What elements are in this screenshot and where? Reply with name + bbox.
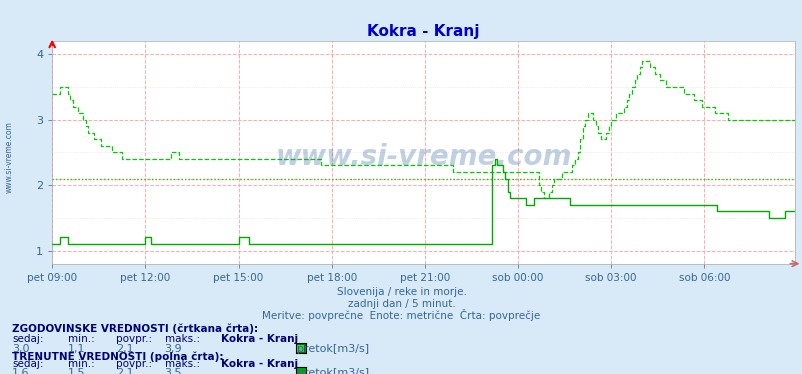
Text: povpr.:: povpr.: [116, 359, 152, 369]
Text: www.si-vreme.com: www.si-vreme.com [275, 143, 571, 171]
Text: sedaj:: sedaj: [12, 359, 43, 369]
Text: Meritve: povprečne  Enote: metrične  Črta: povprečje: Meritve: povprečne Enote: metrične Črta:… [262, 309, 540, 321]
Text: 3,0: 3,0 [12, 344, 30, 353]
Text: 1,1: 1,1 [68, 344, 86, 353]
Text: Slovenija / reke in morje.: Slovenija / reke in morje. [336, 288, 466, 297]
Text: povpr.:: povpr.: [116, 334, 152, 344]
Title: Kokra - Kranj: Kokra - Kranj [367, 24, 480, 39]
Text: Kokra - Kranj: Kokra - Kranj [221, 334, 298, 344]
Text: 1,5: 1,5 [68, 368, 86, 374]
Text: ZGODOVINSKE VREDNOSTI (črtkana črta):: ZGODOVINSKE VREDNOSTI (črtkana črta): [12, 324, 258, 334]
Text: pretok[m3/s]: pretok[m3/s] [297, 368, 369, 374]
Text: min.:: min.: [68, 359, 95, 369]
Text: zadnji dan / 5 minut.: zadnji dan / 5 minut. [347, 300, 455, 309]
Text: TRENUTNE VREDNOSTI (polna črta):: TRENUTNE VREDNOSTI (polna črta): [12, 351, 223, 362]
Text: 3,9: 3,9 [164, 344, 182, 353]
Text: 3,5: 3,5 [164, 368, 182, 374]
Text: pretok[m3/s]: pretok[m3/s] [297, 344, 369, 353]
Text: min.:: min.: [68, 334, 95, 344]
Text: Kokra - Kranj: Kokra - Kranj [221, 359, 298, 369]
Text: 2,1: 2,1 [116, 368, 134, 374]
Bar [297, 344, 304, 352]
Text: 2,1: 2,1 [116, 344, 134, 353]
Text: 1,6: 1,6 [12, 368, 30, 374]
Text: www.si-vreme.com: www.si-vreme.com [5, 121, 14, 193]
Text: maks.:: maks.: [164, 334, 200, 344]
Text: sedaj:: sedaj: [12, 334, 43, 344]
Text: maks.:: maks.: [164, 359, 200, 369]
